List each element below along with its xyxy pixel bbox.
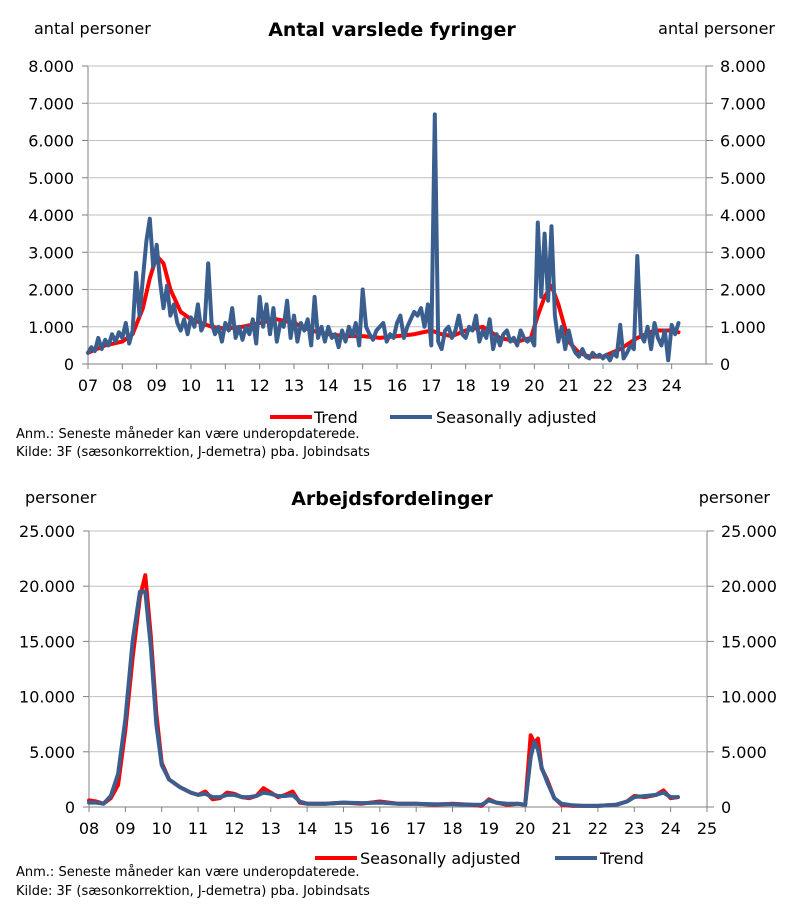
x-tick-label: 18	[455, 376, 475, 395]
chart-1-series	[86, 112, 681, 363]
y-tick-label-left: 15.000	[19, 632, 75, 651]
x-tick-label: 13	[284, 376, 304, 395]
y-tick-label-right: 25.000	[721, 522, 777, 541]
chart-2-series	[87, 573, 680, 808]
x-tick-label: 15	[352, 376, 372, 395]
x-tick-label: 20	[524, 376, 544, 395]
x-tick-label: 11	[215, 376, 235, 395]
series-line-seasonally-adjusted	[86, 112, 681, 363]
x-tick-label: 24	[660, 819, 680, 838]
chart-2-ylabel-right: personer	[699, 488, 771, 507]
x-tick-label: 08	[79, 819, 99, 838]
y-tick-label-right: 3.000	[720, 243, 766, 262]
chart-1-source: Kilde: 3F (sæsonkorrektion, J-demetra) p…	[16, 445, 370, 460]
chart-1-ylabel-left: antal personer	[34, 19, 151, 38]
y-tick-label-left: 10.000	[19, 688, 75, 707]
chart-2-axes: 0 0 5.000 5.000 10.000 10.000 15.000 15.000 20.0…	[19, 522, 777, 838]
chart-2-note: Anm.: Seneste måneder kan være underopda…	[16, 865, 360, 880]
x-tick-label: 17	[421, 376, 441, 395]
y-tick-label-right: 2.000	[720, 281, 766, 300]
y-tick-label-left: 0	[65, 798, 75, 817]
chart-1-axes: 0 0 1.000 1.000 2.000 2.000 3.000 3.000 4.000 4.0…	[28, 57, 766, 395]
x-tick-label: 24	[661, 376, 681, 395]
legend-label-seasonally-adjusted: Seasonally adjusted	[436, 408, 596, 427]
y-tick-label-right: 15.000	[721, 632, 777, 651]
y-tick-label-right: 0	[721, 798, 731, 817]
y-tick-label-left: 6.000	[28, 132, 74, 151]
x-tick-label: 20	[515, 819, 535, 838]
y-tick-label-right: 4.000	[720, 206, 766, 225]
x-tick-label: 09	[146, 376, 166, 395]
x-tick-label: 23	[624, 819, 644, 838]
chart-1-note: Anm.: Seneste måneder kan være underopda…	[16, 427, 360, 442]
x-tick-label: 18	[442, 819, 462, 838]
y-tick-label-right: 5.000	[721, 743, 767, 762]
x-tick-label: 22	[588, 819, 608, 838]
chart-2: personer personer Arbejdsfordelinger 0 0 5…	[16, 488, 777, 899]
y-tick-label-left: 7.000	[28, 94, 74, 113]
y-tick-label-left: 2.000	[28, 281, 74, 300]
x-tick-label: 13	[261, 819, 281, 838]
y-tick-label-left: 25.000	[19, 522, 75, 541]
x-tick-label: 15	[333, 819, 353, 838]
chart-1: antal personer antal personer Antal vars…	[16, 19, 775, 460]
y-tick-label-right: 0	[720, 355, 730, 374]
legend-label-trend: Trend	[313, 408, 358, 427]
x-tick-label: 14	[318, 376, 338, 395]
x-tick-label: 17	[406, 819, 426, 838]
y-tick-label-right: 20.000	[721, 577, 777, 596]
y-tick-label-right: 1.000	[720, 318, 766, 337]
y-tick-label-right: 8.000	[720, 57, 766, 76]
y-tick-label-left: 8.000	[28, 57, 74, 76]
legend-label-seasonally-adjusted: Seasonally adjusted	[360, 849, 520, 868]
chart-2-title: Arbejdsfordelinger	[291, 488, 493, 510]
x-tick-label: 16	[370, 819, 390, 838]
x-tick-label: 22	[593, 376, 613, 395]
chart-2-ylabel-left: personer	[25, 488, 97, 507]
chart-2-legend: Seasonally adjusted Trend	[315, 849, 644, 868]
x-tick-label: 16	[387, 376, 407, 395]
y-tick-label-right: 5.000	[720, 169, 766, 188]
chart-2-source: Kilde: 3F (sæsonkorrektion, J-demetra) p…	[16, 884, 370, 899]
y-tick-label-left: 1.000	[28, 318, 74, 337]
x-tick-label: 11	[188, 819, 208, 838]
x-tick-label: 07	[78, 376, 98, 395]
legend-label-trend: Trend	[599, 849, 644, 868]
x-tick-label: 10	[152, 819, 172, 838]
x-tick-label: 12	[249, 376, 269, 395]
chart-1-ylabel-right: antal personer	[658, 19, 775, 38]
x-tick-label: 09	[115, 819, 135, 838]
y-tick-label-right: 6.000	[720, 132, 766, 151]
series-line-seasonally-adjusted	[87, 573, 680, 808]
y-tick-label-left: 0	[64, 355, 74, 374]
y-tick-label-right: 7.000	[720, 94, 766, 113]
x-tick-label: 23	[627, 376, 647, 395]
series-line-trend	[86, 254, 681, 359]
x-tick-label: 21	[558, 376, 578, 395]
x-tick-label: 25	[697, 819, 717, 838]
chart-1-title: Antal varslede fyringer	[268, 19, 516, 41]
x-tick-label: 10	[181, 376, 201, 395]
x-tick-label: 19	[479, 819, 499, 838]
x-tick-label: 14	[297, 819, 317, 838]
x-tick-label: 21	[551, 819, 571, 838]
y-tick-label-left: 4.000	[28, 206, 74, 225]
x-tick-label: 19	[490, 376, 510, 395]
y-tick-label-left: 5.000	[29, 743, 75, 762]
chart-1-legend: Trend Seasonally adjusted	[270, 408, 596, 427]
y-tick-label-left: 20.000	[19, 577, 75, 596]
x-tick-label: 12	[224, 819, 244, 838]
y-tick-label-right: 10.000	[721, 688, 777, 707]
y-tick-label-left: 5.000	[28, 169, 74, 188]
series-line-trend	[87, 589, 680, 808]
y-tick-label-left: 3.000	[28, 243, 74, 262]
x-tick-label: 08	[112, 376, 132, 395]
